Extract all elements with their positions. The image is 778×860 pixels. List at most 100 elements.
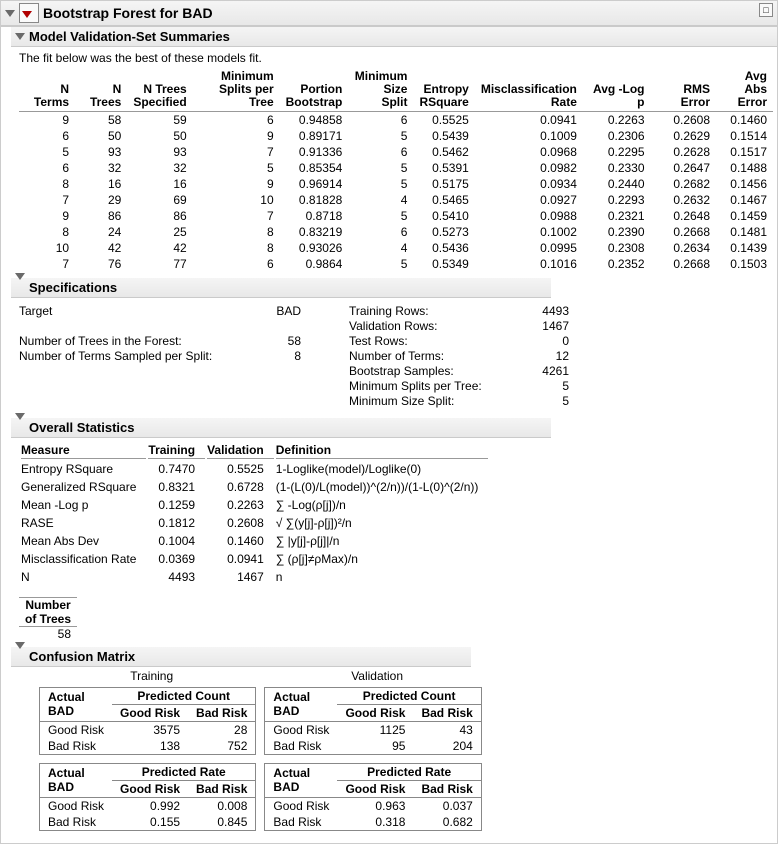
cell: 0.1439 <box>716 240 773 256</box>
cell: 0.1259 <box>148 497 205 513</box>
cell: 9 <box>19 208 75 224</box>
cell: 5 <box>193 160 280 176</box>
cell: 0.2634 <box>651 240 717 256</box>
cell: 7 <box>193 144 280 160</box>
popout-icon[interactable]: □ <box>759 3 773 17</box>
cell: 93 <box>127 144 192 160</box>
cell: Mean -Log p <box>21 497 146 513</box>
col-header: N Trees <box>75 69 127 111</box>
cell: Entropy RSquare <box>21 461 146 477</box>
cell: 0.7470 <box>148 461 205 477</box>
table-row: Entropy RSquare0.74700.55251-Loglike(mod… <box>21 461 488 477</box>
cell: 0.0988 <box>475 208 583 224</box>
disclosure-icon[interactable] <box>15 33 25 40</box>
cell: 0.2629 <box>651 128 717 144</box>
cell: 0.5349 <box>413 256 474 272</box>
disclosure-icon[interactable] <box>15 642 25 664</box>
spec-label <box>19 394 249 408</box>
cell: 0.89171 <box>280 128 349 144</box>
cell: 0.2440 <box>583 176 651 192</box>
cell: 5 <box>348 176 413 192</box>
cell: 0.81828 <box>280 192 349 208</box>
cell: 0.5525 <box>207 461 274 477</box>
table-row: Mean Abs Dev0.10040.1460∑ |y[j]-ρ[j]|/n <box>21 533 488 549</box>
cell: 7 <box>193 208 280 224</box>
col-header: Good Risk <box>112 704 188 721</box>
table-row: Bad Risk95204 <box>265 738 481 755</box>
cell: 0.5410 <box>413 208 474 224</box>
col-header: Minimum Size Split <box>348 69 413 111</box>
confusion-header: Confusion Matrix <box>11 647 471 667</box>
section-title: Model Validation-Set Summaries <box>29 29 230 44</box>
col-header: Portion Bootstrap <box>280 69 349 111</box>
cell: 1125 <box>337 721 413 738</box>
cell: 0.008 <box>188 797 256 814</box>
col-header: Bad Risk <box>188 704 256 721</box>
cell: 0.0968 <box>475 144 583 160</box>
cell: 8 <box>193 224 280 240</box>
table-row: Mean -Log p0.12590.2263∑ -Log(ρ[j])/n <box>21 497 488 513</box>
table-row: N44931467n <box>21 569 488 585</box>
col-training: Training <box>148 442 205 459</box>
spec-label: Target <box>19 304 249 318</box>
table-row: Good Risk0.9630.037 <box>265 797 481 814</box>
spec-label: Number of Trees in the Forest: <box>19 334 249 348</box>
cell: 10 <box>193 192 280 208</box>
predicted-label: Predicted Rate <box>112 763 256 780</box>
disclosure-icon[interactable] <box>15 273 25 295</box>
cell: 6 <box>19 160 75 176</box>
confusion-body: TrainingActual BADPredicted CountGood Ri… <box>1 667 777 843</box>
disclosure-icon[interactable] <box>5 10 15 17</box>
actual-label: Actual BAD <box>265 763 338 797</box>
overall-body: Measure Training Validation Definition E… <box>1 438 777 647</box>
cell: 95 <box>337 738 413 755</box>
cell: n <box>276 569 489 585</box>
cell: 10 <box>19 240 75 256</box>
red-triangle-menu[interactable] <box>19 3 39 23</box>
cell: 29 <box>75 192 127 208</box>
cell: 0.2321 <box>583 208 651 224</box>
cell: 8 <box>19 224 75 240</box>
spec-value: 58 <box>249 334 309 348</box>
spec-value <box>249 319 309 333</box>
cell: 752 <box>188 738 256 755</box>
confusion-table: Actual BADPredicted RateGood RiskBad Ris… <box>264 763 481 831</box>
cell: 0.1812 <box>148 515 205 531</box>
spec-value <box>249 364 309 378</box>
cell: 0.1016 <box>475 256 583 272</box>
actual-label: Actual BAD <box>40 687 113 721</box>
col-header: Bad Risk <box>413 780 481 797</box>
model-summaries-header: Model Validation-Set Summaries <box>11 27 777 47</box>
cell: ∑ (ρ[j]≠ρMax)/n <box>276 551 489 567</box>
cell: Good Risk <box>265 721 338 738</box>
cell: 16 <box>75 176 127 192</box>
cell: 0.5525 <box>413 111 474 128</box>
cell: Mean Abs Dev <box>21 533 146 549</box>
table-row: 8161690.9691450.51750.09340.24400.26820.… <box>19 176 773 192</box>
spec-label <box>19 319 249 333</box>
col-header: Minimum Splits per Tree <box>193 69 280 111</box>
cell: 0.0941 <box>475 111 583 128</box>
actual-label: Actual BAD <box>265 687 338 721</box>
cell: 5 <box>348 256 413 272</box>
col-header: Entropy RSquare <box>413 69 474 111</box>
cell: Bad Risk <box>40 738 113 755</box>
red-triangle-icon <box>22 11 32 18</box>
table-row: 9585960.9485860.55250.09410.22630.26080.… <box>19 111 773 128</box>
cell: 0.155 <box>112 814 188 831</box>
disclosure-icon[interactable] <box>15 413 25 435</box>
cell: 0.96914 <box>280 176 349 192</box>
table-row: 6505090.8917150.54390.10090.23060.26290.… <box>19 128 773 144</box>
spec-label: Minimum Splits per Tree: <box>349 379 509 393</box>
cell: 8 <box>19 176 75 192</box>
cell: 8 <box>193 240 280 256</box>
cell: 0.2608 <box>207 515 274 531</box>
cell: 0.6728 <box>207 479 274 495</box>
cell: 0.0369 <box>148 551 205 567</box>
cell: 0.85354 <box>280 160 349 176</box>
cell: 7 <box>19 192 75 208</box>
spec-label: Bootstrap Samples: <box>349 364 509 378</box>
section-title: Overall Statistics <box>29 420 135 435</box>
table-row: RASE0.18120.2608√ ∑(y[j]-ρ[j])²/n <box>21 515 488 531</box>
cell: 9 <box>193 128 280 144</box>
